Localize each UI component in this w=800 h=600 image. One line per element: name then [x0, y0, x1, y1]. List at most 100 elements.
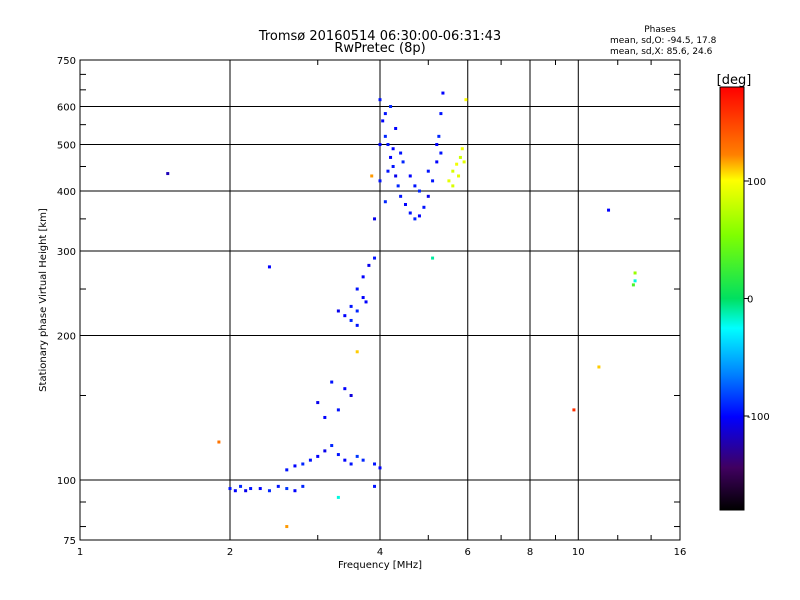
data-point [435, 160, 439, 164]
data-point [349, 462, 353, 466]
colorbar-tick-label: -100 [747, 412, 770, 423]
colorbar-ticks: 100 0 -100 [744, 177, 770, 423]
data-point [330, 444, 334, 448]
x-tick-label: 1 [77, 547, 83, 558]
data-point [301, 462, 305, 466]
data-point [343, 458, 347, 462]
data-point [228, 487, 232, 491]
data-point [413, 217, 417, 221]
data-point [572, 408, 576, 412]
data-point [336, 453, 340, 457]
data-point [336, 309, 340, 313]
y-ticks: 75 100 200 300 400 500 600 750 [57, 56, 680, 547]
data-point [426, 194, 430, 198]
data-point [244, 489, 248, 493]
data-point [394, 174, 398, 178]
x-tick-label: 8 [527, 547, 533, 558]
data-points [166, 91, 637, 529]
chart-title: Tromsø 20160514 06:30:00-06:31:43 [258, 29, 501, 44]
phases-heading: Phases [644, 25, 676, 35]
colorbar-label: [deg] [717, 73, 752, 88]
data-point [431, 179, 435, 183]
y-tick-label: 500 [57, 141, 76, 152]
data-point [413, 184, 417, 188]
data-point [336, 408, 340, 412]
y-tick-label: 200 [57, 332, 76, 343]
data-point [631, 283, 635, 287]
data-point [217, 440, 221, 444]
data-point [355, 454, 359, 458]
data-point [439, 151, 443, 155]
data-point [462, 160, 466, 164]
data-point [166, 172, 170, 176]
x-tick-label: 16 [674, 547, 687, 558]
data-point [431, 256, 435, 260]
data-point [316, 454, 320, 458]
data-point [373, 217, 377, 221]
data-point [364, 300, 368, 304]
data-point [355, 323, 359, 327]
data-point [330, 380, 334, 384]
data-point [378, 466, 382, 470]
data-point [355, 350, 359, 354]
data-point [458, 155, 462, 159]
data-point [373, 484, 377, 488]
data-point [383, 112, 387, 116]
data-point [460, 147, 464, 151]
data-point [417, 214, 421, 218]
data-point [408, 174, 412, 178]
phases-o-stats: mean, sd,O: -94.5, 17.8 [610, 36, 717, 46]
data-point [437, 134, 441, 138]
data-point [293, 489, 297, 493]
x-tick-label: 2 [227, 547, 233, 558]
x-axis-label: Frequency [MHz] [338, 560, 422, 571]
data-point [373, 462, 377, 466]
data-point [389, 105, 393, 109]
data-point [399, 194, 403, 198]
data-point [455, 162, 459, 166]
data-point [349, 394, 353, 398]
data-point [267, 265, 271, 269]
colorbar-tick-label: 0 [747, 295, 753, 306]
data-point [323, 415, 327, 419]
data-point [633, 279, 637, 283]
data-point [633, 271, 637, 275]
data-point [361, 296, 365, 300]
x-tick-label: 10 [572, 547, 585, 558]
data-point [258, 487, 262, 491]
data-point [370, 174, 374, 178]
data-point [267, 489, 271, 493]
data-point [597, 365, 601, 369]
data-point [422, 205, 426, 209]
data-point [373, 256, 377, 260]
data-point [367, 263, 371, 267]
data-point [383, 200, 387, 204]
data-point [361, 275, 365, 279]
data-point [386, 143, 390, 147]
data-point [451, 169, 455, 173]
data-point [301, 484, 305, 488]
x-tick-label: 4 [377, 547, 383, 558]
data-point [308, 458, 312, 462]
data-point [381, 119, 385, 123]
data-point [391, 164, 395, 168]
data-point [389, 155, 393, 159]
data-point [396, 184, 400, 188]
data-point [378, 143, 382, 147]
data-point [378, 98, 382, 102]
data-point [349, 304, 353, 308]
y-tick-label: 75 [63, 536, 76, 547]
data-point [464, 98, 468, 102]
data-point [285, 487, 289, 491]
x-ticks: 1 2 4 6 8 10 16 [77, 60, 687, 558]
colorbar-tick-label: 100 [747, 177, 766, 188]
colorbar [719, 86, 745, 511]
data-point [285, 525, 289, 529]
data-point [361, 458, 365, 462]
data-point [293, 464, 297, 468]
data-point [239, 484, 243, 488]
data-point [399, 151, 403, 155]
data-point [343, 314, 347, 318]
y-tick-label: 400 [57, 187, 76, 198]
data-point [447, 179, 451, 183]
